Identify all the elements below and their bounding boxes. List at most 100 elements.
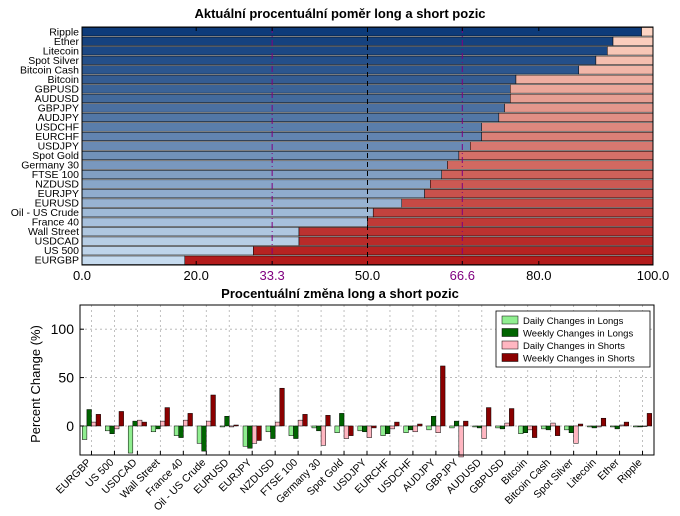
short-bar <box>470 141 654 151</box>
long-bar <box>81 46 608 56</box>
chart2-title: Procentuální změna long a short pozic <box>221 286 459 301</box>
category-label: AUDJPY <box>38 112 79 124</box>
change-bar <box>366 425 372 438</box>
change-bar <box>297 419 303 427</box>
change-bar <box>311 425 317 429</box>
change-bar <box>550 422 556 427</box>
change-bar <box>573 425 579 444</box>
short-bar <box>372 208 654 218</box>
change-bar <box>619 424 625 427</box>
change-bar <box>389 425 395 430</box>
change-bar <box>568 425 574 433</box>
change-bar <box>270 425 276 439</box>
change-bar <box>265 425 271 433</box>
category-label: Ripple <box>49 26 79 38</box>
category-label: Spot Gold <box>32 150 79 162</box>
short-bar <box>458 151 654 161</box>
change-bar <box>160 420 166 427</box>
category-label: Germany 30 <box>21 160 79 172</box>
long-bar <box>81 112 500 122</box>
change-bar <box>362 425 368 433</box>
long-bar <box>81 103 505 113</box>
change-bar <box>564 425 570 431</box>
change-bar <box>173 425 179 436</box>
change-bar <box>596 425 602 428</box>
change-bar <box>504 422 510 427</box>
change-bar <box>371 425 377 429</box>
x-tick-label: 20.0 <box>184 268 209 283</box>
long-bar <box>81 246 254 256</box>
short-bar <box>298 236 654 246</box>
change-bar <box>274 421 281 427</box>
chart2-ylabel: Percent Change (%) <box>28 325 43 443</box>
change-bar <box>150 425 157 433</box>
chart1-title: Aktuální procentuální poměr long a short… <box>194 6 485 21</box>
change-bar <box>481 425 487 439</box>
change-bar <box>440 365 446 427</box>
change-bar <box>86 409 92 427</box>
long-bar <box>81 65 580 75</box>
long-bar <box>81 198 403 208</box>
short-bar <box>504 103 654 113</box>
change-bar <box>206 420 212 427</box>
long-bar <box>81 208 374 218</box>
legend-label: Weekly Changes in Shorts <box>523 354 635 365</box>
change-bar <box>178 425 184 438</box>
change-bar <box>228 425 235 428</box>
legend-swatch <box>501 340 519 350</box>
category-label: Spot Silver <box>28 55 79 67</box>
long-bar <box>81 141 471 151</box>
short-bar <box>441 170 654 180</box>
category-label: USDJPY <box>38 141 79 153</box>
change-bar <box>219 425 225 428</box>
category-label: US 500 <box>44 245 79 257</box>
category-label: Oil - US Crude <box>11 207 79 219</box>
category-label: USDCHF <box>35 121 79 133</box>
long-bar <box>81 93 511 103</box>
change-bar <box>293 425 299 439</box>
long-bar <box>81 84 511 94</box>
short-bar <box>184 255 654 265</box>
change-bar <box>431 416 437 427</box>
change-bar <box>302 414 308 427</box>
change-bar <box>600 417 607 427</box>
change-bar <box>545 425 551 431</box>
change-bar <box>91 421 97 427</box>
long-bar <box>81 189 425 199</box>
category-label: EURGBP <box>35 255 79 267</box>
legend-swatch <box>501 353 519 362</box>
change-bar <box>541 425 547 430</box>
change-bar <box>348 425 354 436</box>
change-bar <box>426 425 432 431</box>
long-bar <box>81 27 642 37</box>
short-bar <box>510 93 654 103</box>
category-label: NZDUSD <box>35 179 79 191</box>
long-bar <box>81 36 614 46</box>
change-bar <box>646 413 652 427</box>
x-tick-label: 100.0 <box>637 268 670 283</box>
change-bar <box>555 425 561 436</box>
legend-label: Daily Changes in Longs <box>523 316 624 327</box>
change-bar <box>610 425 616 428</box>
change-bar <box>233 424 239 427</box>
long-bar <box>81 255 186 265</box>
change-bar <box>499 425 506 430</box>
category-label: Ripple <box>615 457 645 487</box>
category-label: USDCAD <box>35 236 80 248</box>
y-tick-label: 50 <box>58 370 74 386</box>
change-bar <box>343 425 349 439</box>
short-bar <box>510 84 654 94</box>
change-bar <box>137 419 143 427</box>
change-bar <box>527 425 533 431</box>
change-bar <box>95 414 101 427</box>
change-bar <box>339 413 345 427</box>
short-bar <box>430 179 654 189</box>
change-bar <box>334 425 340 433</box>
short-bar <box>612 36 654 46</box>
change-bar <box>242 425 248 447</box>
category-label: GBPUSD <box>35 83 80 95</box>
change-bar <box>633 425 639 428</box>
change-bar <box>114 425 120 430</box>
category-label: EURUSD <box>35 198 80 210</box>
